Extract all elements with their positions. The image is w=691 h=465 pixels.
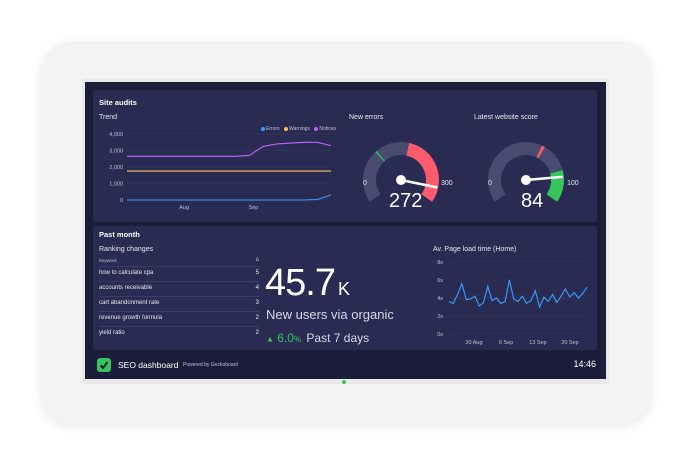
ranking-keyword: cart abandonment rate: [99, 300, 160, 306]
website-score-gauge: [488, 142, 564, 202]
change-unit: %: [293, 335, 302, 344]
new-errors-gauge-segment: [376, 142, 410, 161]
ranking-keyword: revenue growth formula: [99, 315, 163, 321]
ranking-change: 4: [255, 285, 259, 291]
trend-title: Trend: [99, 114, 118, 121]
new-errors-gauge-segment: [375, 150, 385, 162]
website-score-gauge-segment: [536, 145, 545, 159]
page-load-x-tick: 20 Sep: [561, 340, 578, 346]
dashboard-screen: Site audits Trend Errors Warnings Notice…: [85, 82, 606, 379]
past-month-title: Past month: [99, 230, 140, 239]
footer-bar: SEO dashboard Powered by Geckoboard 14:4…: [85, 352, 606, 379]
website-score-value: 84: [521, 190, 544, 212]
footer-title: SEO dashboard: [118, 360, 179, 370]
site-audits-panel: Site audits Trend Errors Warnings Notice…: [93, 90, 597, 222]
trend-series-errors: [127, 194, 332, 201]
new-errors-value: 272: [389, 190, 423, 212]
trend-chart: 4,000 3,000 2,000 1,000 0 Aug Sep: [109, 132, 332, 211]
footer-time: 14:46: [573, 359, 596, 369]
page-load-x-tick: 13 Sep: [529, 340, 546, 346]
website-score-max: 100: [567, 180, 579, 187]
legend-warnings: Warnings: [284, 126, 310, 132]
ranking-change: 2: [255, 330, 259, 336]
ranking-row: revenue growth formula 2: [99, 312, 259, 327]
trend-y-tick: 4,000: [109, 132, 123, 138]
trend-series-notices: [127, 141, 332, 157]
ranking-title: Ranking changes: [99, 246, 154, 253]
page-load-y-tick: 0s: [437, 332, 443, 338]
trend-y-tick: 1,000: [109, 182, 123, 188]
new-errors-gauge-needle-hub: [396, 175, 406, 185]
ranking-header: Keyword Δ: [99, 256, 259, 267]
new-users-change: ▲ 6.0% Past 7 days: [266, 331, 369, 345]
ranking-row: accounts receivable 4: [99, 282, 259, 297]
trend-legend: Errors Warnings Notices: [261, 126, 336, 132]
page-load-title: Av. Page load time (Home): [433, 246, 517, 253]
website-score-title: Latest website score: [474, 114, 538, 121]
ranking-col-keyword: Keyword: [99, 258, 117, 263]
new-errors-max: 300: [441, 180, 453, 187]
ranking-keyword: yield ratio: [99, 330, 125, 336]
page-load-y-tick: 6s: [437, 278, 443, 284]
new-users-unit: K: [337, 279, 350, 299]
page-load-x-tick: 30 Aug: [465, 340, 482, 346]
new-users-number: 45.7: [265, 262, 336, 304]
change-period: Past 7 days: [306, 331, 370, 345]
ranking-row: cart abandonment rate 3: [99, 297, 259, 312]
page-load-series: [448, 279, 588, 309]
website-score-gauge-needle: [524, 175, 564, 182]
ranking-change: 2: [255, 315, 259, 321]
website-score-gauge-segment: [488, 142, 543, 202]
past-month-panel: Past month Ranking changes Keyword Δ how…: [93, 226, 597, 350]
page-load-x-tick: 6 Sep: [499, 340, 513, 346]
website-score-gauge-segment: [538, 147, 563, 174]
new-errors-gauge-needle: [399, 178, 438, 189]
page-load-chart: 8s 6s 4s 2s 0s 30 Aug 6 Sep 13 Sep 20 Sep: [437, 260, 588, 346]
ranking-row: yield ratio 2: [99, 327, 259, 341]
change-value: 6.0: [277, 331, 294, 345]
website-score-gauge-needle-hub: [521, 175, 531, 185]
ranking-keyword: how to calculate cpa: [99, 270, 154, 276]
legend-errors: Errors: [261, 126, 280, 132]
new-errors-min: 0: [363, 180, 367, 187]
new-users-label: New users via organic: [266, 307, 394, 322]
legend-notices: Notices: [314, 126, 336, 132]
new-errors-gauge-segment: [363, 151, 385, 202]
arrow-up-icon: ▲: [266, 334, 274, 344]
trend-y-tick: 2,000: [109, 165, 123, 171]
footer-powered-by: Powered by Geckoboard: [183, 362, 239, 368]
page-load-y-tick: 4s: [437, 296, 443, 302]
trend-x-tick: Aug: [179, 205, 189, 211]
ranking-change: 3: [255, 300, 259, 306]
ranking-change: 5: [255, 270, 259, 276]
trend-y-tick: 3,000: [109, 149, 123, 155]
page-load-y-tick: 2s: [437, 314, 443, 320]
new-users-value: 45.7 K: [265, 262, 350, 305]
ranking-row: how to calculate cpa 5: [99, 267, 259, 282]
trend-x-tick: Sep: [249, 205, 259, 211]
ranking-col-change: Δ: [255, 257, 259, 263]
geckoboard-logo-icon: [97, 358, 111, 372]
page-load-y-tick: 8s: [437, 260, 443, 266]
ranking-keyword: accounts receivable: [99, 285, 153, 291]
new-errors-title: New errors: [349, 114, 384, 121]
power-led: [342, 380, 346, 384]
site-audits-title: Site audits: [99, 98, 137, 107]
trend-y-tick: 0: [120, 198, 123, 204]
new-errors-gauge: [363, 142, 439, 202]
website-score-gauge-segment: [546, 170, 564, 202]
website-score-min: 0: [488, 180, 492, 187]
